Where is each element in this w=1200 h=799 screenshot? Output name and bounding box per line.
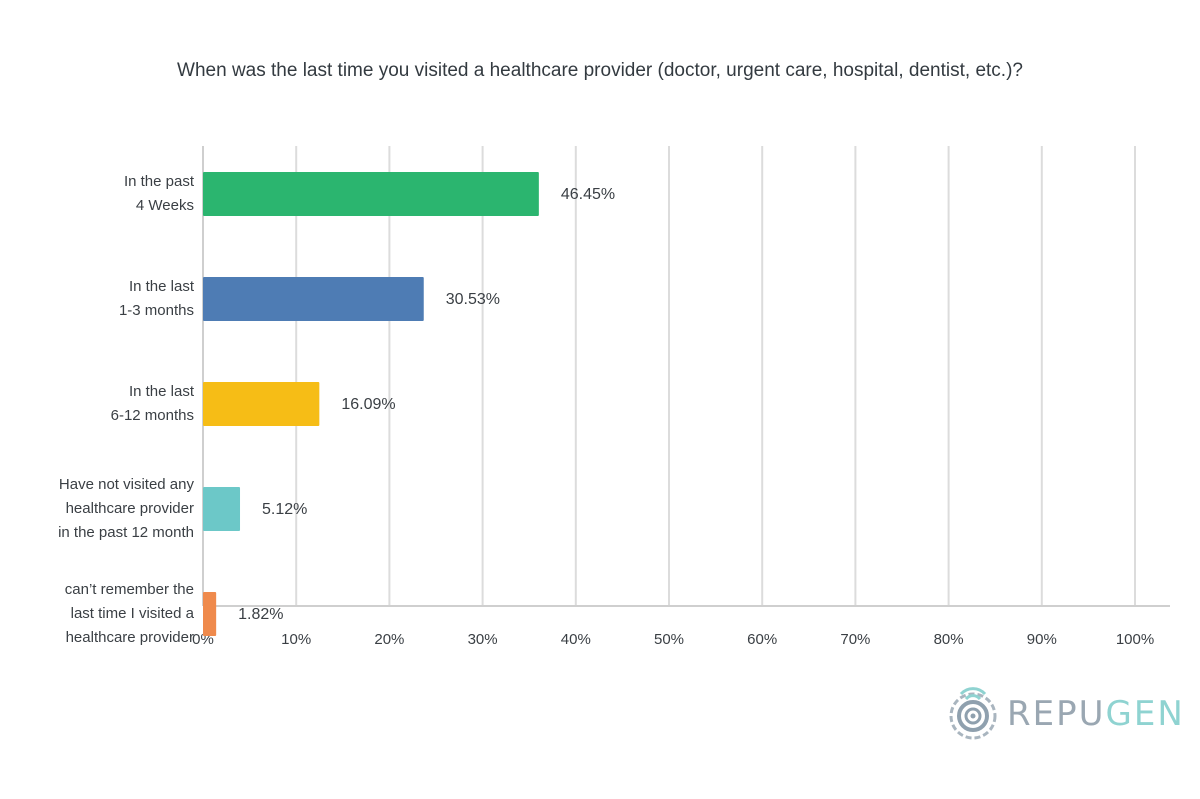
x-tick-label: 40% — [561, 631, 591, 648]
category-label: Have not visited any healthcare provider… — [58, 476, 194, 541]
x-tick-label: 70% — [840, 631, 870, 648]
repugen-logo-text: REPUGEN — [1007, 694, 1185, 734]
x-tick-label: 80% — [934, 631, 964, 648]
category-label: In the last 1-3 months — [118, 278, 194, 319]
data-label: 5.12% — [262, 501, 307, 518]
data-label: 16.09% — [341, 396, 395, 413]
data-label: 46.45% — [561, 186, 615, 203]
repugen-logo-icon — [949, 687, 997, 740]
x-tick-label: 60% — [747, 631, 777, 648]
bar — [203, 592, 217, 636]
bar — [203, 487, 241, 531]
repugen-logo: REPUGEN — [945, 686, 1183, 742]
chart-title: When was the last time you visited a hea… — [177, 60, 1023, 81]
category-label: In the last 6-12 months — [110, 383, 194, 424]
category-label: can’t remember the last time I visited a… — [64, 581, 194, 646]
x-tick-label: 90% — [1027, 631, 1057, 648]
x-tick-label: 20% — [374, 631, 404, 648]
bar-chart: 0% 10% 20% 30% 40% 50% 60% 70% 80% 90% 100%46.45%3… — [192, 146, 1170, 648]
x-tick-label: 10% — [281, 631, 311, 648]
category-label: In the past 4 Weeks — [123, 173, 194, 214]
x-tick-label: 30% — [468, 631, 498, 648]
bar — [203, 382, 320, 426]
data-label: 1.82% — [238, 606, 283, 623]
bar — [203, 172, 539, 216]
bar — [203, 277, 424, 321]
x-tick-label: 100% — [1116, 631, 1154, 648]
x-tick-label: 50% — [654, 631, 684, 648]
data-label: 30.53% — [446, 291, 500, 308]
